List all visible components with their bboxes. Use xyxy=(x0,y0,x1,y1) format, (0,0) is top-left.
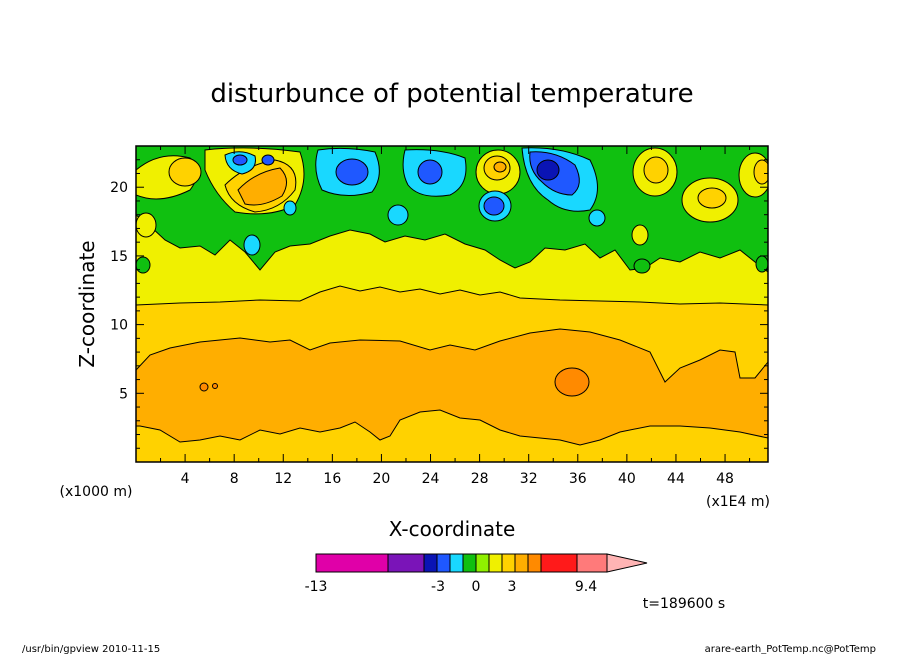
colorbar-arrow xyxy=(606,553,648,573)
x-tick-label: 12 xyxy=(274,471,292,487)
x-tick-label: 8 xyxy=(230,471,239,487)
y-tick-label: 5 xyxy=(119,386,128,402)
plot-frame xyxy=(135,145,769,463)
colorbar-tick-label: 0 xyxy=(472,579,481,595)
orange-blob xyxy=(697,187,727,209)
y-tick-label: 20 xyxy=(110,180,128,196)
colorbar-tick-label: -3 xyxy=(431,579,445,595)
colorbar-tick-label: 3 xyxy=(508,579,517,595)
x-unit-right: (x1E4 m) xyxy=(706,494,770,510)
colorbar-segment xyxy=(462,553,477,573)
colorbar-segment xyxy=(315,553,389,573)
y-axis: 5 10 15 20 xyxy=(110,159,768,449)
x-tick-label: 32 xyxy=(520,471,538,487)
yellow-blob xyxy=(631,224,649,246)
y-axis-label: Z-coordinate xyxy=(75,240,99,367)
cyan-blob xyxy=(243,234,261,256)
colorbar-segment xyxy=(387,553,425,573)
x-tick-label: 20 xyxy=(373,471,391,487)
colorbar-tick-label: 9.4 xyxy=(575,579,597,595)
orange-blob xyxy=(493,161,507,173)
upper-blobs xyxy=(136,147,768,274)
band-lower-warm xyxy=(136,328,768,446)
x-tick-label: 44 xyxy=(667,471,685,487)
colorbar: -13 -3 0 3 9.4 xyxy=(305,553,648,595)
colorbar-segment xyxy=(423,553,438,573)
colorbar-segment xyxy=(514,553,529,573)
colorbar-segment xyxy=(436,553,451,573)
colorbar-segment xyxy=(488,553,503,573)
colorbar-segment xyxy=(475,553,490,573)
x-tick-label: 16 xyxy=(323,471,341,487)
colorbar-segment xyxy=(501,553,516,573)
yellow-blob xyxy=(136,212,157,238)
orange-blob xyxy=(237,167,287,206)
colorbar-segment xyxy=(576,553,608,573)
blue-blob xyxy=(483,196,505,216)
x-tick-label: 24 xyxy=(422,471,440,487)
x-tick-label: 40 xyxy=(618,471,636,487)
blue-blob xyxy=(261,154,275,166)
green-blob xyxy=(633,258,651,274)
orange-blob xyxy=(753,159,768,185)
small-contour xyxy=(212,383,218,389)
colorbar-segment xyxy=(527,553,542,573)
chart-title: disturbunce of potential temperature xyxy=(210,79,693,109)
x-tick-label: 4 xyxy=(181,471,190,487)
small-contour xyxy=(199,382,209,392)
orange-blob xyxy=(643,156,669,184)
hotspot-contour xyxy=(554,367,590,397)
orange-blob xyxy=(168,157,202,187)
cyan-blob xyxy=(387,204,409,226)
navy-blob xyxy=(536,159,560,181)
footer-right: arare-earth_PotTemp.nc@PotTemp xyxy=(705,644,876,654)
plot-area xyxy=(136,146,768,462)
blue-blob xyxy=(232,154,248,166)
colorbar-segment xyxy=(540,553,578,573)
x-tick-label: 28 xyxy=(471,471,489,487)
y-tick-label: 10 xyxy=(110,318,128,334)
x-tick-label: 36 xyxy=(569,471,587,487)
time-label: t=189600 s xyxy=(643,596,725,612)
footer-left: /usr/bin/gpview 2010-11-15 xyxy=(22,644,160,654)
cyan-blob xyxy=(588,209,606,227)
x-tick-label: 48 xyxy=(716,471,734,487)
x-axis: 4 8 12 16 20 24 28 32 36 40 44 48 xyxy=(160,146,751,487)
blue-blob xyxy=(417,159,443,185)
y-tick-label: 15 xyxy=(110,249,128,265)
green-blob xyxy=(136,256,151,274)
colorbar-tick-label: -13 xyxy=(305,579,328,595)
blue-blob xyxy=(335,158,369,186)
colorbar-segment xyxy=(449,553,464,573)
x-unit-left: (x1000 m) xyxy=(60,484,133,500)
x-axis-label: X-coordinate xyxy=(389,517,516,541)
cyan-blob xyxy=(283,200,297,216)
